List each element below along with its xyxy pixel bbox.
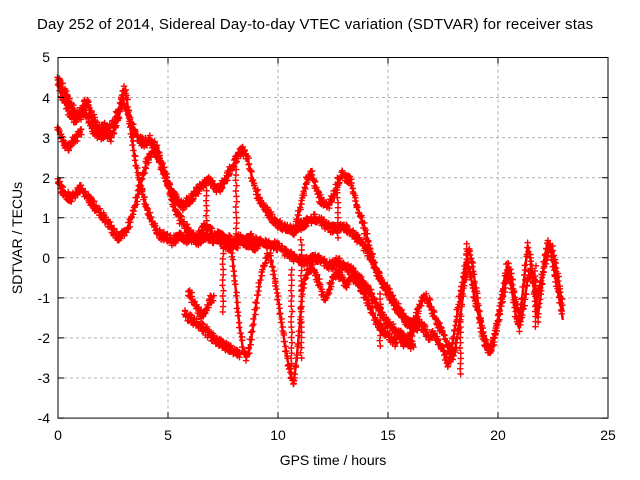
x-tick-label: 15 [380, 427, 396, 443]
x-axis-label: GPS time / hours [279, 452, 387, 468]
x-tick-label: 10 [270, 427, 286, 443]
x-tick-label: 25 [600, 427, 616, 443]
y-tick-label: 1 [42, 209, 50, 226]
x-tick-label: 5 [164, 427, 172, 443]
y-tick-label: 2 [42, 169, 50, 186]
y-tick-label: 0 [42, 249, 50, 266]
y-tick-label: 3 [42, 129, 50, 146]
x-tick-label: 20 [490, 427, 506, 443]
x-tick-label: 0 [54, 427, 62, 443]
chart-title: Day 252 of 2014, Sidereal Day-to-day VTE… [37, 16, 594, 33]
y-axis-label: SDTVAR / TECUs [9, 181, 25, 295]
y-tick-label: -2 [37, 329, 50, 346]
y-tick-label: -4 [37, 410, 50, 427]
y-tick-label: 5 [42, 49, 50, 66]
y-tick-label: -3 [37, 370, 50, 386]
y-tick-label: 4 [42, 89, 50, 106]
y-tick-label: -1 [37, 289, 50, 306]
